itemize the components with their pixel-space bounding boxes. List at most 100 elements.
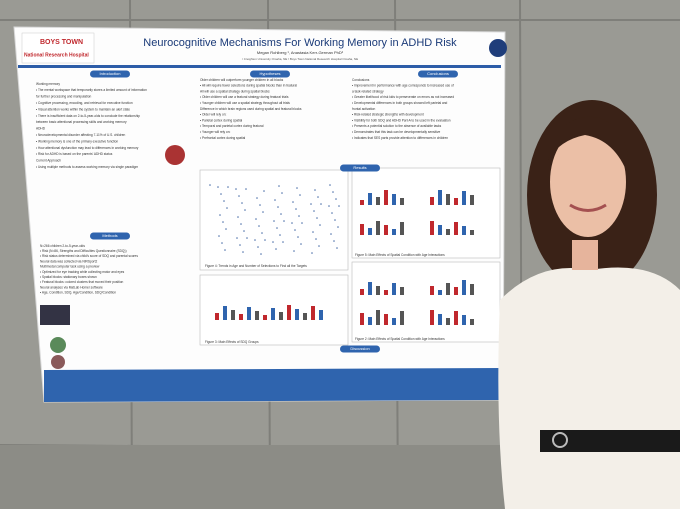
sketch-bar (462, 191, 466, 205)
header-rule (18, 65, 501, 68)
sketch-dot (337, 226, 339, 228)
sketch-bar (360, 313, 364, 325)
body-text: • The mental workspace that temporarily … (36, 88, 147, 92)
sketch-bar (384, 314, 388, 325)
section-header: Methods (102, 233, 117, 238)
body-text: • Greater likelihood of risk kids to per… (352, 95, 454, 99)
sketch-dot (244, 209, 246, 211)
sketch-dot (330, 233, 332, 235)
sketch-bar (319, 310, 323, 320)
sketch-dot (258, 225, 260, 227)
section-header: Conclusions (427, 71, 449, 76)
sketch-bar (446, 318, 450, 325)
sketch-dot (218, 235, 220, 237)
sketch-dot (227, 186, 229, 188)
section-header: Results (353, 165, 366, 170)
sketch-bar (438, 190, 442, 205)
sketch-bar (295, 309, 299, 320)
body-text: • Older children will use a featural str… (200, 95, 289, 99)
sketch-dot (295, 208, 297, 210)
sketch-bar (384, 225, 388, 235)
body-text: • How attentional dysfunction may lead t… (36, 146, 139, 150)
sketch-dot (279, 234, 281, 236)
sketch-bar (470, 284, 474, 295)
sketch-dot (297, 236, 299, 238)
sketch-dot (261, 232, 263, 234)
sketch-bar (255, 311, 259, 320)
sketch-dot (245, 188, 247, 190)
sketch-bar (223, 306, 227, 320)
authors: Megan Rohlberg ¹, Anastasia Kerr-German … (257, 50, 344, 55)
poster-title: Neurocognitive Mechanisms For Working Me… (143, 37, 457, 49)
body-text: Multimodal computer task using a preview (40, 265, 100, 269)
body-text: • Risk (N=86, Strengths and Difficulties… (40, 249, 127, 253)
sketch-dot (273, 220, 275, 222)
sketch-dot (311, 252, 313, 254)
sketch-bar (392, 194, 396, 205)
sketch-dot (262, 211, 264, 213)
figure-caption: Figure 4: Trends in Age and Number of Se… (205, 264, 307, 268)
sketch-dot (263, 190, 265, 192)
sketch-dot (220, 193, 222, 195)
body-text: • Improvement in performance with age co… (352, 84, 454, 88)
sketch-bar (271, 308, 275, 320)
figure-caption: Figure 5: Main Effects of Spatial Condit… (355, 253, 445, 257)
sketch-bar (446, 194, 450, 205)
sketch-dot (256, 197, 258, 199)
sketch-bar (384, 190, 388, 205)
sketch-dot (329, 184, 331, 186)
sketch-dot (259, 204, 261, 206)
sketch-dot (293, 250, 295, 252)
sketch-dot (255, 218, 257, 220)
figure-panels (199, 167, 501, 346)
sketch-bar (384, 290, 388, 295)
body-text: Conclusions (352, 78, 370, 82)
sketch-bar (392, 229, 396, 235)
sketch-bar (247, 307, 251, 320)
sketch-bar (430, 221, 434, 235)
body-text: between basic attentional processing ski… (36, 120, 127, 124)
body-text: • Older will rely on: (200, 113, 227, 117)
sketch-dot (319, 224, 321, 226)
body-text: • Parietal cortex during spatial (200, 118, 243, 122)
sketch-dot (316, 217, 318, 219)
sketch-bar (454, 311, 458, 325)
section-header: Discussion (350, 346, 369, 351)
sketch-dot (272, 241, 274, 243)
sketch-bar (400, 198, 404, 205)
body-text: N=266 children 2-to-5-year-olds (40, 244, 85, 248)
sketch-dot (260, 253, 262, 255)
sketch-bar (462, 226, 466, 235)
sketch-bar (376, 221, 380, 235)
sketch-dot (301, 222, 303, 224)
body-text: • All will require fewer selections duri… (200, 84, 297, 88)
section-header-bg (418, 70, 458, 78)
body-text: • Younger will rely on: (200, 130, 230, 134)
sketch-dot (331, 212, 333, 214)
sketch-dot (278, 185, 280, 187)
sketch-dot (298, 215, 300, 217)
sketch-bar (239, 314, 243, 320)
sketch-bar (454, 222, 458, 235)
sketch-bar (454, 287, 458, 295)
sketch-bar (446, 283, 450, 295)
body-text: • Visual attention works within the syst… (36, 107, 130, 111)
sketch-dot (209, 184, 211, 186)
sketch-dot (219, 214, 221, 216)
sketch-bar (430, 197, 434, 205)
body-text: • Risk-related strategic strengths with … (352, 113, 424, 117)
sketch-dot (332, 191, 334, 193)
body-text: a task-related strategy (352, 89, 384, 93)
sketch-dot (338, 205, 340, 207)
sketch-dot (242, 251, 244, 253)
section-header: Hypotheses (259, 71, 280, 76)
sketch-dot (238, 195, 240, 197)
sketch-dot (223, 200, 225, 202)
brain-images (40, 145, 185, 369)
sketch-bar (368, 228, 372, 235)
body-text: • Cognitive processing, encoding, and re… (36, 101, 133, 105)
sketch-dot (240, 223, 242, 225)
sketch-bar (376, 286, 380, 295)
body-text: Neural analyses via MatLab Homer softwar… (40, 285, 103, 289)
